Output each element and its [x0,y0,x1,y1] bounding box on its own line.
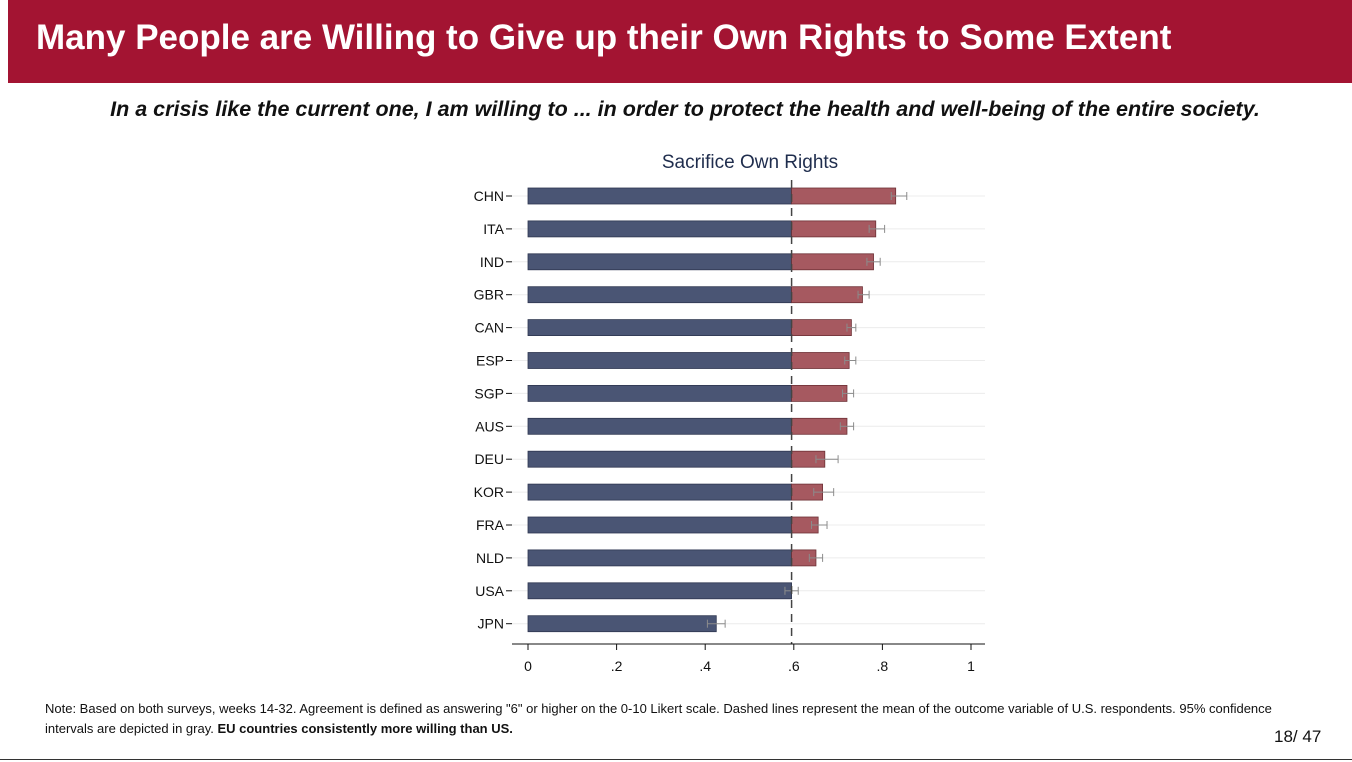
x-tick-label: .2 [611,658,623,674]
y-tick-label-ind: IND [480,254,504,270]
y-tick-label-deu: DEU [474,451,504,467]
y-tick-label-nld: NLD [476,550,504,566]
x-tick-label: 0 [524,658,532,674]
y-tick-label-aus: AUS [475,418,504,434]
y-tick-label-gbr: GBR [474,287,504,303]
footnote-text: Note: Based on both surveys, weeks 14-32… [45,701,1272,736]
bar-gbr-excess [791,286,863,304]
bar-ita-base [527,220,792,238]
bottom-divider [0,759,1352,760]
bar-chn-excess [791,187,897,205]
bar-deu-base [527,450,792,468]
bar-aus-excess [791,417,848,435]
slide-subtitle: In a crisis like the current one, I am w… [110,97,1260,121]
y-tick-label-ita: ITA [483,221,504,237]
y-tick-label-kor: KOR [474,484,504,500]
y-tick-label-fra: FRA [476,517,505,533]
slide-title: Many People are Willing to Give up their… [36,18,1172,57]
x-tick-label: .6 [788,658,800,674]
chart-title: Sacrifice Own Rights [662,152,838,173]
bar-can-excess [791,319,852,337]
axes: CHN ITA IND GBR CAN ESP SGP AUS DEU KOR FRA NLD USA J… [474,188,985,674]
x-tick-label: .8 [877,658,889,674]
page-current: 18 [1274,727,1293,746]
bar-ita-excess [791,220,877,238]
bar-jpn-base [527,615,717,633]
bar-esp-base [527,352,792,369]
y-tick-label-jpn: JPN [478,616,504,632]
page-number: 18/ 47 [1274,727,1321,747]
footnote: Note: Based on both surveys, weeks 14-32… [45,699,1275,739]
bar-ind-base [527,253,792,271]
y-tick-label-chn: CHN [474,188,504,204]
bar-kor-base [527,483,792,501]
bar-usa-base [527,582,792,600]
page-total: / 47 [1292,727,1322,746]
y-tick-label-esp: ESP [476,353,504,369]
bar-sgp-base [527,384,792,402]
bar-chart: Sacrifice Own Rights CHN ITA IND GBR CAN ESP S… [474,152,985,674]
bar-aus-base [527,417,792,435]
bar-sgp-excess [791,384,848,402]
y-tick-label-can: CAN [474,320,504,336]
bar-can-base [527,319,792,337]
confidence-intervals [706,192,908,628]
bars [527,187,897,633]
x-tick-label: 1 [967,658,975,674]
y-tick-label-sgp: SGP [474,385,504,401]
x-tick-label: .4 [699,658,711,674]
title-bar: Many People are Willing to Give up their… [8,0,1352,83]
bar-esp-excess [791,352,850,369]
bar-fra-base [527,516,792,534]
bar-gbr-base [527,286,792,304]
bar-nld-base [527,549,792,567]
bar-ind-excess [791,253,874,271]
bar-chn-base [527,187,792,205]
y-tick-label-usa: USA [475,583,504,599]
footnote-bold: EU countries consistently more willing t… [217,721,513,736]
